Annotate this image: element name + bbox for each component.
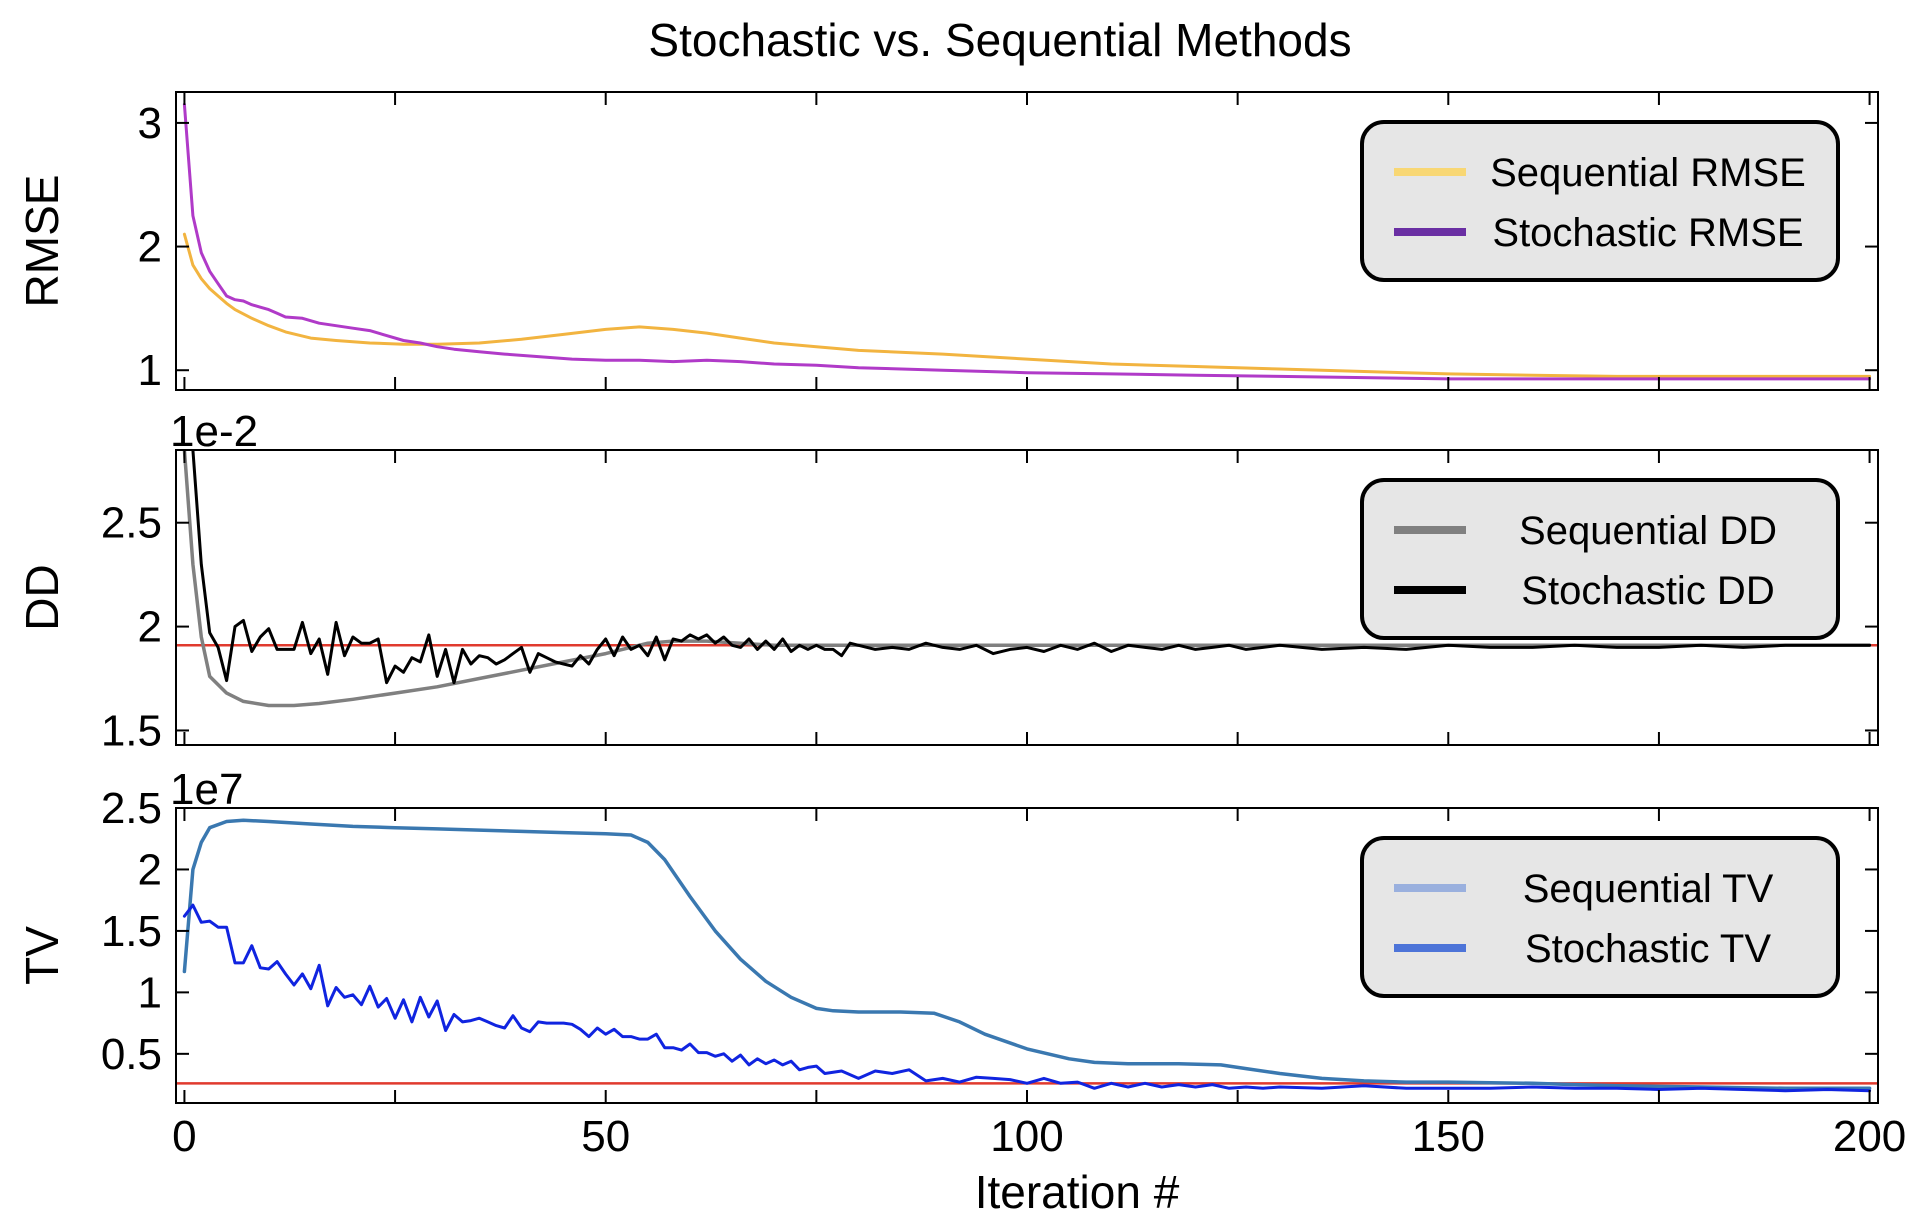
y-axis-label: DD	[16, 564, 68, 630]
y-tick-label: 2.5	[101, 499, 162, 548]
figure-title: Stochastic vs. Sequential Methods	[648, 14, 1351, 66]
axis-offset-text: 1e7	[170, 765, 243, 814]
x-tick-label: 0	[172, 1112, 196, 1161]
legend-label: Sequential DD	[1519, 509, 1777, 553]
series-line-stochastic-rmse	[182, 102, 1872, 381]
y-tick-label: 1.5	[101, 907, 162, 956]
y-axis-label: TV	[16, 926, 68, 985]
series-line-stochastic-tv	[182, 903, 1872, 1093]
series-line-sequential-rmse	[182, 232, 1872, 378]
x-axis-label: Iteration #	[975, 1166, 1180, 1218]
plot-area	[182, 102, 1872, 381]
y-tick-label: 3	[138, 99, 162, 148]
y-axis-label: RMSE	[16, 175, 68, 308]
y-tick-label: 0.5	[101, 1030, 162, 1079]
x-tick-label: 150	[1412, 1112, 1485, 1161]
y-tick-label: 1	[138, 968, 162, 1017]
y-tick-label: 2	[138, 845, 162, 894]
legend-label: Sequential RMSE	[1490, 151, 1806, 195]
panel-tv: 0.5 1 1.5 2 2.5 0 50 100 150 200 Iteration # TV 1e7 S…	[16, 765, 1906, 1218]
axis-offset-text: 1e-2	[170, 407, 258, 456]
y-tick-label: 2	[138, 603, 162, 652]
legend: Sequential TV Stochastic TV	[1360, 836, 1840, 998]
y-tick-label: 2.5	[101, 784, 162, 833]
legend-box	[1360, 478, 1840, 640]
series-line-stochastic-dd	[191, 450, 1872, 685]
y-tick-label: 1	[138, 346, 162, 395]
plot-area	[176, 818, 1878, 1093]
panel-rmse: 1 2 3 RMSE Sequential RMSE Stochastic RMSE	[16, 91, 1879, 395]
legend-label: Stochastic TV	[1525, 927, 1771, 971]
legend-label: Stochastic RMSE	[1492, 211, 1803, 255]
legend-label: Stochastic DD	[1521, 569, 1774, 613]
legend: Sequential DD Stochastic DD	[1360, 478, 1840, 640]
legend: Sequential RMSE Stochastic RMSE	[1360, 120, 1840, 282]
legend-label: Sequential TV	[1523, 867, 1774, 911]
y-tick-label: 1.5	[101, 706, 162, 755]
plot-area	[176, 450, 1878, 708]
legend-box	[1360, 836, 1840, 998]
legend-box	[1360, 120, 1840, 282]
y-tick-label: 2	[138, 223, 162, 272]
chart-panels: 1 2 3 RMSE Sequential RMSE Stochastic RMSE 1.5…	[16, 91, 1906, 1218]
series-line-sequential-tv	[182, 818, 1872, 1091]
panel-dd: 1.5 2 2.5 DD 1e-2 Sequential DD Stochastic DD	[16, 407, 1879, 755]
x-tick-label: 100	[990, 1112, 1063, 1161]
x-tick-label: 200	[1833, 1112, 1906, 1161]
x-tick-label: 50	[581, 1112, 630, 1161]
series-line-sequential-dd	[182, 450, 1872, 708]
